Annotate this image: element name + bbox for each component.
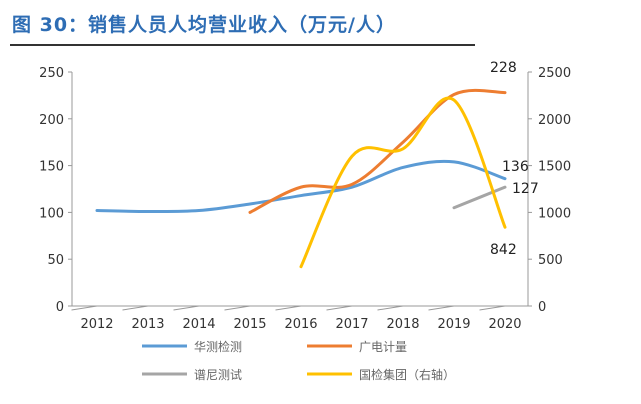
left-tick-label: 250: [39, 66, 64, 81]
x-tick: [275, 305, 302, 311]
x-tick-label: 2020: [488, 317, 521, 332]
chart-title: 图 30：销售人员人均营业收入（万元/人）: [12, 14, 396, 36]
series-line-2: [452, 185, 507, 210]
x-tick: [71, 305, 98, 311]
x-tick-label: 2016: [284, 317, 317, 332]
annotation-127: 127: [512, 181, 539, 197]
annotation-228: 228: [490, 60, 517, 76]
right-tick-label: 2500: [538, 66, 571, 81]
legend-label: 广电计量: [359, 340, 407, 354]
x-tick: [173, 305, 200, 311]
right-tick-label: 2000: [538, 113, 571, 128]
x-tick: [428, 305, 455, 311]
x-tick-label: 2014: [182, 317, 215, 332]
legend-label: 谱尼测试: [194, 367, 242, 382]
x-tick: [326, 305, 353, 311]
series-line-3: [299, 96, 507, 269]
annotation-136: 136: [502, 159, 529, 175]
left-tick-label: 150: [39, 160, 64, 175]
right-tick-label: 1000: [538, 206, 571, 221]
x-tick-label: 2018: [386, 317, 419, 332]
x-tick: [377, 305, 404, 311]
series-line-1: [248, 88, 507, 214]
left-tick-label: 50: [47, 253, 64, 268]
legend-label: 国检集团（右轴）: [359, 367, 455, 382]
left-tick-label: 100: [39, 206, 64, 221]
x-tick: [122, 305, 149, 311]
x-tick: [224, 305, 251, 311]
left-tick-label: 0: [56, 300, 64, 315]
right-tick-label: 0: [538, 300, 546, 315]
x-tick: [479, 305, 506, 311]
legend-label: 华测检测: [194, 339, 242, 354]
x-tick-label: 2015: [233, 317, 266, 332]
series-line-0: [95, 159, 507, 213]
right-tick-label: 500: [538, 253, 563, 268]
x-tick-label: 2017: [335, 317, 368, 332]
title-divider: [10, 44, 475, 46]
right-tick-label: 1500: [538, 160, 571, 175]
annotation-842: 842: [490, 242, 517, 258]
x-tick-label: 2019: [437, 317, 470, 332]
x-tick-label: 2013: [131, 317, 164, 332]
left-tick-label: 200: [39, 113, 64, 128]
x-tick-label: 2012: [80, 317, 113, 332]
